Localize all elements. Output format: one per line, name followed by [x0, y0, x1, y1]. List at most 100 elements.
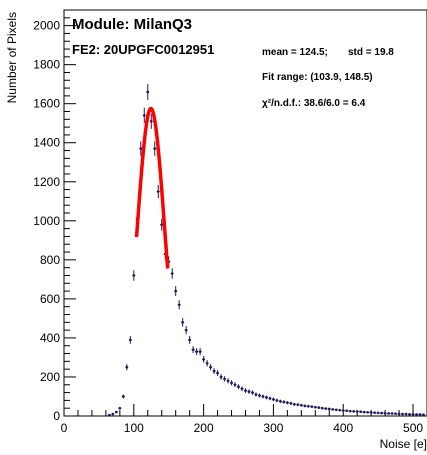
- data-point: [202, 356, 206, 363]
- point-marker: [366, 410, 369, 414]
- data-point: [128, 336, 132, 344]
- data-point: [310, 405, 314, 408]
- point-marker: [380, 411, 383, 415]
- point-marker: [289, 402, 293, 405]
- point-marker: [279, 400, 282, 403]
- data-point: [107, 413, 111, 417]
- point-marker: [341, 409, 345, 412]
- point-marker: [369, 411, 373, 414]
- data-point: [142, 107, 146, 124]
- point-marker: [300, 403, 303, 407]
- data-point: [303, 404, 307, 408]
- point-marker: [331, 408, 335, 411]
- point-marker: [376, 411, 380, 415]
- data-point: [261, 394, 265, 399]
- point-marker: [422, 413, 425, 416]
- y-axis-label: Number of Pixels: [5, 12, 19, 103]
- point-marker: [314, 405, 317, 409]
- data-point: [296, 403, 300, 407]
- data-point: [174, 286, 178, 297]
- point-marker: [170, 272, 174, 275]
- point-marker: [233, 383, 237, 387]
- point-marker: [355, 410, 359, 413]
- point-marker: [387, 412, 390, 415]
- point-marker: [129, 338, 132, 342]
- point-marker: [327, 407, 331, 411]
- point-marker: [115, 410, 118, 414]
- data-point: [369, 411, 373, 414]
- data-point: [355, 410, 359, 413]
- data-point: [250, 390, 254, 395]
- data-point: [352, 410, 356, 413]
- x-tick-label: 300: [263, 421, 283, 435]
- y-tick-label: 1400: [33, 136, 60, 150]
- point-marker: [296, 403, 300, 406]
- point-marker: [230, 381, 233, 385]
- data-point: [111, 412, 115, 416]
- data-point: [240, 386, 244, 391]
- x-tick-label: 500: [403, 421, 423, 435]
- data-point: [139, 141, 143, 156]
- data-point: [121, 394, 125, 399]
- data-point: [313, 405, 317, 409]
- data-point: [181, 318, 185, 327]
- data-point: [170, 268, 174, 279]
- point-marker: [156, 190, 160, 193]
- y-tick-label: 0: [53, 409, 60, 423]
- x-tick-label: 200: [194, 421, 214, 435]
- plot-frame: [63, 9, 427, 417]
- data-point: [198, 348, 202, 356]
- data-point: [226, 378, 230, 384]
- point-marker: [122, 395, 125, 398]
- data-point: [411, 412, 415, 416]
- data-point: [373, 411, 377, 414]
- data-point: [254, 392, 258, 397]
- data-point: [338, 408, 342, 412]
- x-tick-label: 0: [61, 421, 68, 435]
- y-tick-label: 600: [40, 292, 60, 306]
- y-tick-label: 1200: [33, 175, 60, 189]
- point-marker: [125, 365, 129, 369]
- point-marker: [202, 358, 205, 361]
- y-tick-label: 400: [40, 331, 60, 345]
- point-marker: [195, 350, 198, 353]
- point-marker: [177, 303, 181, 307]
- point-marker: [258, 394, 261, 397]
- point-marker: [219, 375, 223, 379]
- point-marker: [216, 371, 219, 375]
- data-point: [345, 409, 349, 413]
- point-marker: [293, 402, 296, 406]
- point-marker: [212, 369, 216, 373]
- point-marker: [160, 223, 164, 227]
- point-marker: [254, 393, 258, 396]
- stat-mean: mean = 124.5;: [262, 47, 328, 58]
- point-marker: [223, 377, 226, 381]
- point-marker: [320, 406, 324, 410]
- data-point: [209, 364, 213, 371]
- data-point: [191, 346, 195, 354]
- point-marker: [251, 391, 254, 394]
- y-tick-label: 1000: [33, 214, 60, 228]
- data-point: [285, 401, 289, 405]
- data-point: [331, 408, 335, 411]
- point-marker: [181, 321, 184, 324]
- point-marker: [307, 404, 310, 408]
- data-point: [387, 412, 391, 415]
- point-marker: [149, 119, 153, 123]
- point-marker: [247, 390, 251, 393]
- data-point: [230, 380, 234, 386]
- data-point: [341, 409, 345, 412]
- point-marker: [408, 412, 411, 416]
- data-point: [205, 360, 209, 367]
- point-marker: [310, 405, 314, 408]
- point-marker: [404, 412, 408, 416]
- data-point: [394, 412, 398, 415]
- point-marker: [390, 412, 394, 415]
- point-marker: [348, 409, 352, 413]
- y-tick-label: 2000: [33, 19, 60, 33]
- point-marker: [418, 413, 422, 416]
- gaussian-fit-curve: [134, 106, 170, 269]
- point-marker: [334, 408, 338, 412]
- data-point: [408, 412, 412, 416]
